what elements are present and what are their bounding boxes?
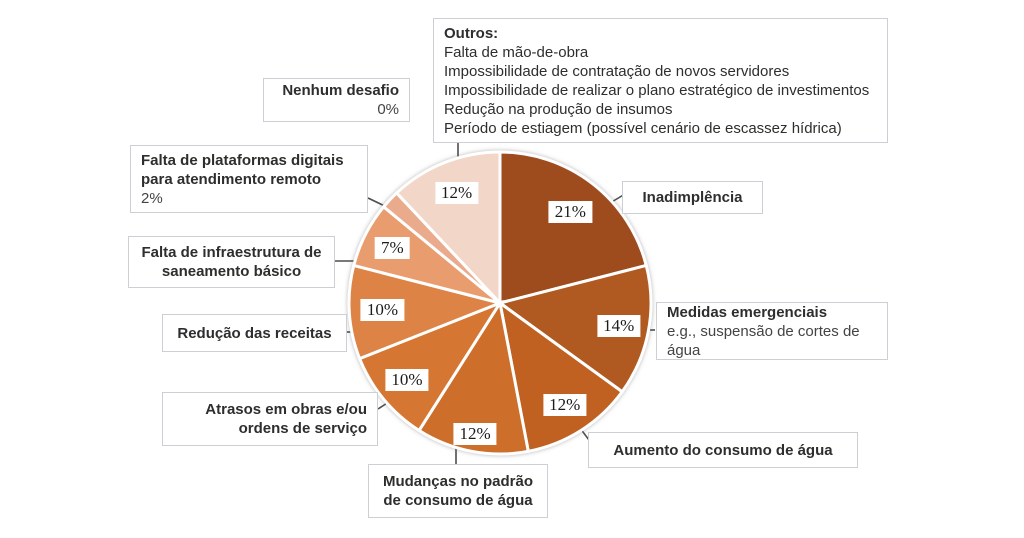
callout-outros-line: Impossibilidade de contratação de novos … xyxy=(444,63,790,80)
callout-atrasos-obras-title: Atrasos em obras e/ou ordens de serviço xyxy=(205,401,367,437)
pie-slice-inadimplencia xyxy=(498,150,649,305)
pie xyxy=(347,150,653,456)
pct-label-reducao: 10% xyxy=(360,299,405,322)
callout-outros-line: Falta de mão-de-obra xyxy=(444,44,589,61)
pie-slice-atrasos xyxy=(357,299,504,433)
callout-inadimplencia-title: Inadimplência xyxy=(642,189,743,206)
callout-medidas-emergenciais-subtitle: e.g., suspensão de cortes de água xyxy=(667,322,860,359)
callout-medidas-emergenciais: Medidas emergenciais e.g., suspensão de … xyxy=(656,302,888,360)
callout-reducao-receitas-title: Redução das receitas xyxy=(177,324,332,342)
callout-aumento-consumo-title: Aumento do consumo de água xyxy=(613,441,833,459)
pie-slice-aumento xyxy=(497,299,625,454)
callout-mudancas-padrao-consumo: Mudanças no padrão de consumo de água xyxy=(368,464,548,518)
pct-label-medidas: 14% xyxy=(597,314,641,337)
callout-mudancas-padrao-consumo-title: Mudanças no padrão de consumo de água xyxy=(382,473,534,509)
pct-label-mudancas: 12% xyxy=(453,422,497,445)
callout-outros: Outros: Falta de mão-de-obra Impossibili… xyxy=(433,18,888,143)
callout-aumento-consumo: Aumento do consumo de água xyxy=(588,432,858,468)
callout-falta-plataformas-digitais-title: Falta de plataformas digitais para atend… xyxy=(141,151,344,188)
callout-reducao-receitas: Redução das receitas xyxy=(162,314,347,352)
callout-falta-infraestrutura: Falta de infraestrutura de saneamento bá… xyxy=(128,236,335,288)
callout-nenhum-desafio-value: 0% xyxy=(377,101,399,118)
pct-label-infra: 7% xyxy=(375,237,410,260)
pie-slice-mudancas xyxy=(417,298,531,456)
callout-outros-line: Redução na produção de insumos xyxy=(444,101,673,118)
pct-label-outros: 12% xyxy=(435,182,479,205)
callout-atrasos-obras: Atrasos em obras e/ou ordens de serviço xyxy=(162,392,378,446)
callout-outros-line: Impossibilidade de realizar o plano estr… xyxy=(444,82,870,99)
pct-label-aumento: 12% xyxy=(543,393,587,416)
callout-medidas-emergenciais-title: Medidas emergenciais xyxy=(667,303,828,321)
callout-inadimplencia: Inadimplência xyxy=(622,181,763,214)
pct-label-inadimplencia: 21% xyxy=(548,201,592,224)
callout-falta-plataformas-digitais: Falta de plataformas digitais para atend… xyxy=(130,145,368,213)
callout-falta-infraestrutura-title: Falta de infraestrutura de saneamento bá… xyxy=(141,244,322,280)
pie-slice-reducao xyxy=(347,263,505,361)
callout-outros-line: Período de estiagem (possível cenário de… xyxy=(444,120,842,137)
callout-falta-plataformas-digitais-value: 2% xyxy=(141,189,163,207)
callout-nenhum-desafio-title: Nenhum desafio xyxy=(282,82,399,99)
pct-label-atrasos: 10% xyxy=(385,369,429,391)
callout-nenhum-desafio: Nenhum desafio 0% xyxy=(263,78,410,122)
callout-outros-title: Outros: xyxy=(444,25,499,42)
pie-slice-medidas xyxy=(496,263,653,394)
